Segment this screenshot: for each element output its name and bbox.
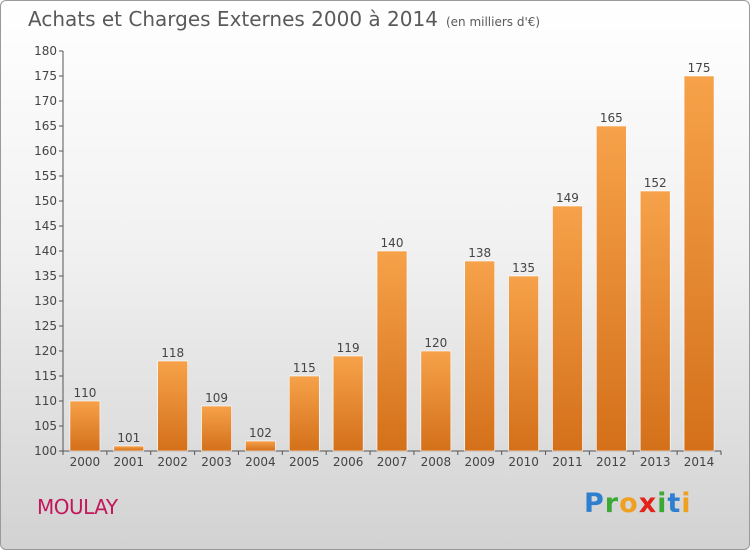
value-label-2000: 110 (73, 386, 96, 400)
x-tick-label-2001: 2001 (114, 455, 145, 469)
x-tick-label-2012: 2012 (596, 455, 627, 469)
bar-2000 (69, 400, 101, 452)
value-label-2013: 152 (644, 176, 667, 190)
y-tick-label: 125 (34, 319, 57, 333)
y-tick-label: 105 (34, 419, 57, 433)
y-tick-label: 175 (34, 69, 57, 83)
value-label-2014: 175 (688, 61, 711, 75)
y-tick-label: 155 (34, 169, 57, 183)
value-label-2004: 102 (249, 426, 272, 440)
bar-2013 (639, 190, 671, 452)
bar-2010 (508, 275, 539, 452)
x-tick-label-2002: 2002 (157, 455, 188, 469)
x-tick-label-2003: 2003 (201, 455, 232, 469)
x-tick-label-2004: 2004 (245, 455, 276, 469)
bar-2009 (464, 260, 496, 452)
bar-2003 (201, 405, 232, 452)
x-tick-label-2010: 2010 (508, 455, 539, 469)
chart-title: Achats et Charges Externes 2000 à 2014 (e… (28, 7, 540, 31)
value-label-2007: 140 (381, 236, 404, 250)
bar-2014 (683, 75, 715, 452)
logo-letter: i (681, 488, 692, 519)
x-tick-label-2007: 2007 (377, 455, 408, 469)
logo-letter: r (604, 488, 620, 519)
value-label-2011: 149 (556, 191, 579, 205)
value-label-2009: 138 (468, 246, 491, 260)
value-label-2010: 135 (512, 261, 535, 275)
x-tick-label-2013: 2013 (640, 455, 671, 469)
proxiti-logo: Proxiti (584, 488, 692, 519)
value-label-2003: 109 (205, 391, 228, 405)
logo-letter: P (584, 488, 605, 519)
y-tick-label: 130 (34, 294, 57, 308)
value-label-2008: 120 (424, 336, 447, 350)
value-label-2001: 101 (117, 431, 140, 445)
logo-letter: t (667, 488, 682, 519)
bar-2005 (288, 375, 320, 452)
bar-2004 (245, 440, 276, 452)
y-tick-label: 180 (34, 44, 57, 58)
x-tick-label-2014: 2014 (684, 455, 715, 469)
y-tick-label: 110 (34, 394, 57, 408)
x-tick-label-2008: 2008 (421, 455, 452, 469)
y-tick-label: 145 (34, 219, 57, 233)
y-tick-label: 160 (34, 144, 57, 158)
y-tick-label: 140 (34, 244, 57, 258)
x-tick-label-2000: 2000 (70, 455, 101, 469)
logo-letter: o (619, 488, 639, 519)
value-label-2012: 165 (600, 111, 623, 125)
y-tick-label: 100 (34, 444, 57, 458)
value-label-2006: 119 (337, 341, 360, 355)
x-tick-label-2005: 2005 (289, 455, 320, 469)
bar-2001 (113, 445, 145, 452)
x-tick-label-2011: 2011 (552, 455, 583, 469)
chart-subtitle: (en milliers d'€) (445, 15, 541, 29)
y-tick-label: 115 (34, 369, 57, 383)
bar-2012 (596, 125, 627, 452)
y-tick-label: 165 (34, 119, 57, 133)
y-tick-label: 135 (34, 269, 57, 283)
x-tick-label-2009: 2009 (464, 455, 495, 469)
x-tick-label-2006: 2006 (333, 455, 364, 469)
logo-letter: x (638, 488, 658, 519)
y-tick-label: 150 (34, 194, 57, 208)
bar-2006 (332, 355, 364, 452)
logo-letter: i (657, 488, 668, 519)
bar-2011 (552, 205, 583, 452)
chart-title-text: Achats et Charges Externes 2000 à 2014 (28, 7, 438, 31)
bar-2007 (376, 250, 408, 452)
bar-2008 (420, 350, 452, 452)
value-label-2002: 118 (161, 346, 184, 360)
value-label-2005: 115 (293, 361, 316, 375)
bar-2002 (157, 360, 188, 452)
place-name: MOULAY (37, 495, 118, 519)
y-tick-label: 170 (34, 94, 57, 108)
y-tick-label: 120 (34, 344, 57, 358)
